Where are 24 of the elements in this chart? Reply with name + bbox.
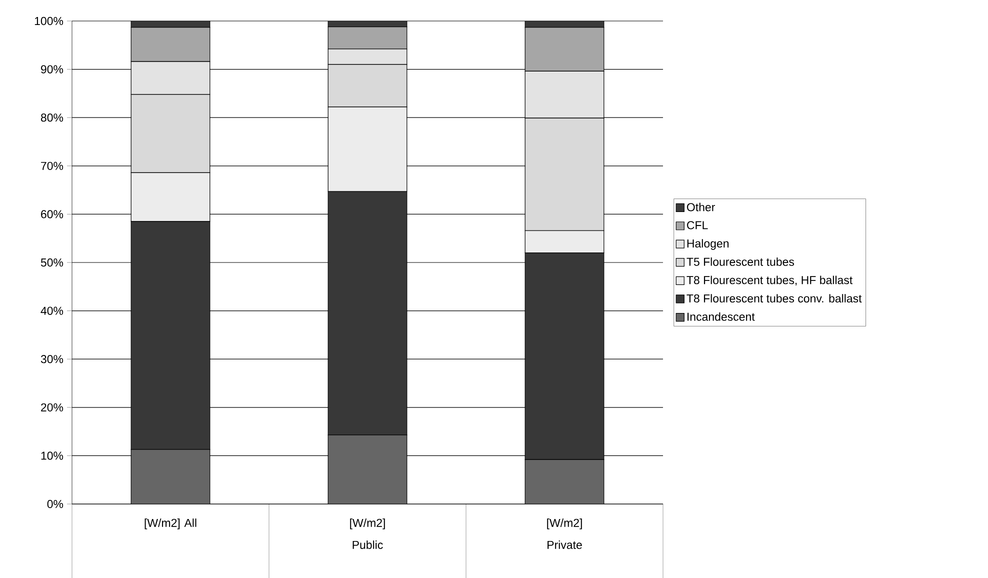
x-tick-label: [W/m2] Public (350, 518, 385, 549)
legend-label: Incandescent (688, 312, 755, 321)
x-tick-label: [W/m2] Private (547, 518, 582, 549)
bar (328, 434, 408, 504)
bar (524, 459, 604, 504)
y-tick-label: 10% (41, 452, 64, 460)
x-tick-label: [W/m2] All (144, 518, 196, 530)
legend-label: CFL (687, 221, 708, 230)
y-tick-label: 50% (40, 258, 64, 267)
y-tick-label: 30% (40, 355, 64, 364)
y-tick-label: 40% (40, 306, 64, 315)
y-tick-label: 90% (41, 65, 64, 74)
y-tick-label: 0% (47, 500, 64, 508)
legend-label: Halogen (687, 239, 729, 250)
legend-label: Other (686, 202, 716, 212)
y-tick-label: 20% (41, 403, 64, 412)
y-tick-label: 80% (40, 114, 64, 122)
y-tick-label: 100% (34, 16, 64, 26)
legend-label: T8 Flourescent tubes, HF ballast (686, 276, 853, 286)
bar (130, 449, 210, 504)
legend-label: T5 Flourescent tubes (686, 257, 794, 266)
y-tick-label: 60% (41, 210, 64, 218)
legend-label: T8 Flourescent tubes conv. ballast (686, 294, 862, 302)
y-tick-label: 70% (41, 162, 64, 170)
